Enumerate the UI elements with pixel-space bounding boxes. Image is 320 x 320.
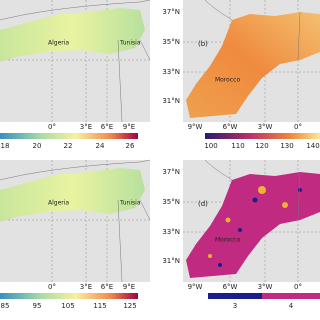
- data-region: [186, 172, 320, 278]
- x-label: 3°E: [80, 123, 92, 131]
- colorbar-label: 85: [1, 302, 10, 310]
- x-label: 3°E: [80, 283, 92, 291]
- colorbar-segment: [208, 293, 262, 299]
- x-label: 9°E: [123, 123, 135, 131]
- x-label: 0°: [48, 123, 56, 131]
- country-label: Algeria: [48, 200, 69, 207]
- x-label: 6°E: [101, 123, 113, 131]
- colorbar-label: 130: [280, 142, 293, 150]
- data-region: [0, 8, 145, 62]
- data-patches: [218, 188, 302, 267]
- data-patches: [208, 186, 288, 258]
- colorbar-label: 26: [126, 142, 135, 150]
- x-label: 0°: [294, 283, 302, 291]
- colorbar-segment: [262, 293, 320, 299]
- colorbar-label: 105: [61, 302, 74, 310]
- y-label: 37°N: [162, 8, 180, 16]
- panel-a: Algeria Tunisia 0° 3°E 6°E 9°E 18 20 22 …: [0, 0, 151, 150]
- panel-tag: (b): [198, 40, 208, 48]
- country-label: Tunisia: [119, 40, 141, 47]
- x-label: 9°W: [188, 123, 203, 131]
- colorbar-label: 100: [204, 142, 217, 150]
- country-label: Algeria: [48, 40, 69, 47]
- data-region: [0, 168, 145, 222]
- colorbar-label: 120: [255, 142, 268, 150]
- colorbar-label: 115: [93, 302, 106, 310]
- panel-c: Algeria Tunisia 0° 3°E 6°E 9°E 85 95 105…: [0, 159, 151, 310]
- colorbar-label: 24: [96, 142, 105, 150]
- x-label: 0°: [294, 123, 302, 131]
- colorbar: [0, 133, 138, 139]
- colorbar-label: 3: [233, 302, 237, 310]
- x-label: 9°W: [188, 283, 203, 291]
- country-label: Tunisia: [119, 200, 141, 207]
- colorbar-label: 4: [289, 302, 294, 310]
- colorbar-label: 22: [64, 142, 73, 150]
- y-label: 37°N: [162, 168, 180, 176]
- x-label: 9°E: [123, 283, 135, 291]
- y-label: 31°N: [162, 257, 180, 265]
- x-label: 6°W: [223, 283, 238, 291]
- colorbar-label: 18: [1, 142, 10, 150]
- colorbar-label: 20: [33, 142, 42, 150]
- colorbar-label: 95: [33, 302, 42, 310]
- y-label: 35°N: [162, 198, 180, 206]
- panel-d: (d) Morocco 37°N 35°N 33°N 31°N 9°W 6°W …: [162, 159, 320, 310]
- colorbar-label: 125: [123, 302, 136, 310]
- x-label: 0°: [48, 283, 56, 291]
- colorbar: [205, 133, 320, 139]
- panel-tag: (d): [198, 200, 208, 208]
- panel-b: (b) Morocco 37°N 35°N 33°N 31°N 9°W 6°W …: [162, 0, 320, 150]
- y-label: 33°N: [162, 228, 180, 236]
- colorbar-label: 140: [306, 142, 319, 150]
- colorbar: [0, 293, 138, 299]
- country-label: Morocco: [215, 77, 240, 84]
- country-label: Morocco: [215, 237, 240, 244]
- colorbar-label: 110: [231, 142, 244, 150]
- y-label: 35°N: [162, 38, 180, 46]
- x-label: 3°W: [258, 283, 273, 291]
- x-label: 6°W: [223, 123, 238, 131]
- x-label: 3°W: [258, 123, 273, 131]
- y-label: 33°N: [162, 68, 180, 76]
- y-label: 31°N: [162, 97, 180, 105]
- data-region: [186, 12, 320, 118]
- x-label: 6°E: [101, 283, 113, 291]
